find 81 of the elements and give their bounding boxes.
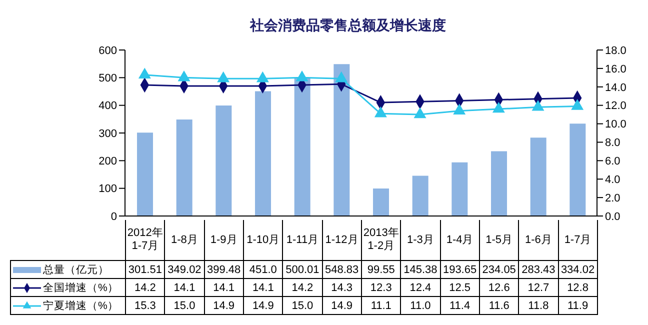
y2-tick-label: 2.0 — [605, 192, 620, 204]
bar — [491, 151, 507, 216]
y2-tick-label: 8.0 — [605, 137, 620, 150]
data-label: 349.02 — [164, 260, 204, 278]
data-label: 14.9 — [322, 296, 362, 314]
data-label: 12.8 — [558, 278, 598, 296]
data-label: 14.9 — [243, 296, 283, 314]
x-tick-label: 1-10月 — [243, 220, 283, 260]
y2-tick-label: 16.0 — [605, 63, 626, 76]
bar — [294, 78, 310, 216]
data-label: 12.3 — [361, 278, 401, 296]
data-label: 14.1 — [243, 278, 283, 296]
y-tick-label: 300 — [98, 128, 117, 140]
data-label: 234.05 — [479, 260, 519, 278]
data-label: 399.48 — [204, 260, 244, 278]
y-tick-label: 600 — [98, 44, 117, 57]
data-label: 283.43 — [518, 260, 558, 278]
x-tick-label: 2012年1-7月 — [126, 220, 165, 260]
x-tick-label: 1-4月 — [440, 220, 480, 260]
x-tick-label: 1-7月 — [558, 220, 598, 260]
data-label: 193.65 — [440, 260, 480, 278]
data-label: 11.9 — [558, 296, 598, 314]
data-label: 11.4 — [440, 296, 480, 314]
data-label: 15.0 — [282, 296, 322, 314]
y2-tick-label: 14.0 — [605, 82, 626, 94]
data-label: 451.0 — [243, 260, 283, 278]
data-label: 145.38 — [400, 260, 440, 278]
bar — [412, 176, 428, 216]
data-label: 500.01 — [282, 260, 322, 278]
x-tick-label: 1-5月 — [479, 220, 519, 260]
data-label: 14.2 — [126, 278, 165, 296]
y-tick-label: 400 — [98, 100, 117, 112]
y2-tick-label: 6.0 — [605, 156, 620, 168]
y-tick-label: 200 — [98, 156, 117, 168]
data-label: 14.9 — [204, 296, 244, 314]
legend-label: 宁夏增速（%） — [10, 296, 126, 314]
bar — [570, 124, 586, 216]
legend-label: 总量（亿元） — [10, 260, 126, 278]
data-label: 11.0 — [400, 296, 440, 314]
bar — [255, 91, 271, 216]
bar — [216, 105, 232, 216]
data-label: 334.02 — [558, 260, 598, 278]
data-label: 12.6 — [479, 278, 519, 296]
data-label: 12.5 — [440, 278, 480, 296]
x-tick-label: 1-12月 — [322, 220, 362, 260]
bar — [530, 138, 546, 216]
x-tick-label: 2013年1-2月 — [361, 220, 401, 260]
data-label: 15.0 — [164, 296, 204, 314]
y2-tick-label: 4.0 — [605, 174, 620, 186]
bar — [137, 132, 153, 216]
data-label: 11.8 — [518, 296, 558, 314]
y-tick-label: 100 — [98, 183, 117, 196]
y-tick-label: 500 — [98, 72, 117, 85]
bar — [334, 64, 350, 216]
bar — [452, 162, 468, 216]
legend-label: 全国增速（%） — [10, 278, 126, 296]
data-label: 12.7 — [518, 278, 558, 296]
data-label: 14.1 — [204, 278, 244, 296]
data-label: 14.3 — [322, 278, 362, 296]
y2-tick-label: 18.0 — [605, 44, 626, 57]
x-tick-label: 1-8月 — [164, 220, 204, 260]
data-label: 14.1 — [164, 278, 204, 296]
data-label: 548.83 — [322, 260, 362, 278]
y2-tick-label: 0.0 — [605, 210, 620, 223]
bar — [373, 188, 389, 216]
data-label: 11.6 — [479, 296, 519, 314]
data-label: 301.51 — [126, 260, 165, 278]
data-label: 12.4 — [400, 278, 440, 296]
y2-tick-label: 10.0 — [605, 118, 626, 131]
bar — [176, 119, 192, 216]
x-tick-label: 1-6月 — [518, 220, 558, 260]
data-label: 11.1 — [361, 296, 401, 314]
data-label: 99.55 — [361, 260, 401, 278]
chart-title: 社会消费品零售总额及增长速度 — [249, 17, 446, 33]
data-label: 14.2 — [282, 278, 322, 296]
x-tick-label: 1-3月 — [400, 220, 440, 260]
x-tick-label: 1-11月 — [282, 220, 322, 260]
x-tick-label: 1-9月 — [204, 220, 244, 260]
y-tick-label: 0 — [110, 210, 117, 223]
data-label: 15.3 — [126, 296, 165, 314]
y2-tick-label: 12.0 — [605, 100, 626, 112]
